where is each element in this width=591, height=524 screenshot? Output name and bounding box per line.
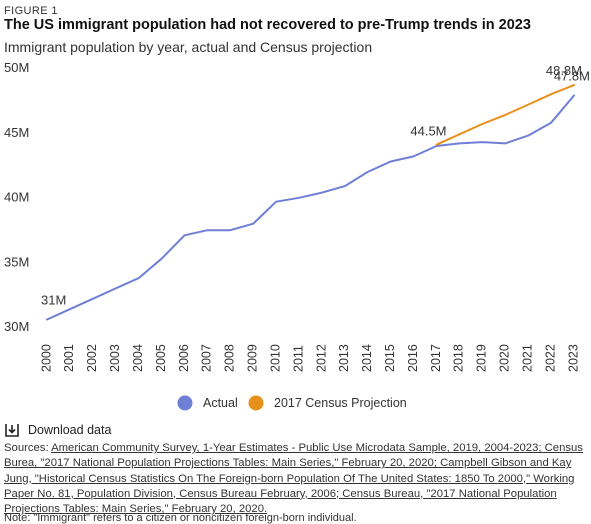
y-tick-label: 45M: [4, 125, 29, 140]
x-tick-label: 2003: [108, 344, 122, 372]
data-label: 44.5M: [410, 124, 446, 139]
x-tick-label: 2006: [177, 344, 191, 372]
x-tick-label: 2017: [429, 344, 443, 372]
y-axis: 30M 35M 40M 45M 50M: [4, 60, 29, 334]
x-tick-label: 2009: [246, 344, 260, 372]
x-tick-label: 2005: [154, 344, 168, 372]
x-tick-label: 2000: [39, 344, 53, 372]
download-icon: [5, 424, 19, 437]
x-tick-label: 2002: [85, 344, 99, 372]
x-tick-label: 2008: [223, 344, 237, 372]
x-tick-label: 2011: [291, 345, 305, 372]
x-tick-label: 2021: [520, 344, 534, 372]
download-label: Download data: [28, 423, 112, 437]
data-label: 47.8M: [554, 68, 590, 83]
x-tick-label: 2018: [452, 344, 466, 372]
x-tick-label: 2001: [62, 344, 76, 372]
sources-prefix: Sources:: [4, 442, 52, 454]
x-tick-label: 2010: [268, 344, 282, 372]
note-text: Note: "Immigrant" refers to a citizen or…: [4, 512, 357, 524]
x-tick-label: 2015: [383, 344, 397, 372]
x-tick-label: 2014: [360, 344, 374, 372]
line-chart: 30M 35M 40M 45M 50M 2000 2001 2002 2003 2004 2005…: [4, 60, 590, 411]
y-tick-label: 50M: [4, 60, 29, 75]
sources-link[interactable]: American Community Survey, 1-Year Estima…: [4, 442, 583, 516]
y-tick-label: 30M: [4, 319, 29, 334]
x-tick-label: 2007: [200, 344, 214, 372]
legend-swatch: [177, 395, 193, 411]
x-tick-label: 2012: [314, 344, 328, 372]
y-tick-label: 40M: [4, 190, 29, 205]
x-tick-label: 2023: [566, 344, 580, 372]
x-tick-label: 2004: [131, 344, 145, 372]
series-lines: [46, 84, 575, 321]
legend: Actual 2017 Census Projection: [177, 395, 407, 411]
x-tick-label: 2013: [337, 344, 351, 372]
figure-label: FIGURE 1: [4, 5, 58, 17]
download-data-link[interactable]: Download data: [4, 422, 111, 438]
x-tick-label: 2020: [498, 344, 512, 372]
y-tick-label: 35M: [4, 254, 29, 269]
legend-swatch: [248, 395, 264, 411]
x-tick-label: 2022: [543, 344, 557, 372]
sources-text: Sources: American Community Survey, 1-Ye…: [4, 441, 589, 517]
series-line-projection: [435, 84, 575, 146]
x-axis: 2000 2001 2002 2003 2004 2005 2006 2007 2008 2009…: [39, 344, 580, 372]
legend-label: Actual: [203, 396, 238, 410]
data-label: 48.8M: [546, 63, 582, 78]
data-label: 31M: [41, 293, 66, 308]
x-tick-label: 2019: [475, 344, 489, 372]
series-line-actual: [46, 94, 575, 321]
chart-subtitle: Immigrant population by year, actual and…: [4, 39, 373, 55]
chart-title: The US immigrant population had not reco…: [4, 17, 531, 33]
x-tick-label: 2016: [406, 344, 420, 372]
legend-label: 2017 Census Projection: [274, 396, 407, 410]
